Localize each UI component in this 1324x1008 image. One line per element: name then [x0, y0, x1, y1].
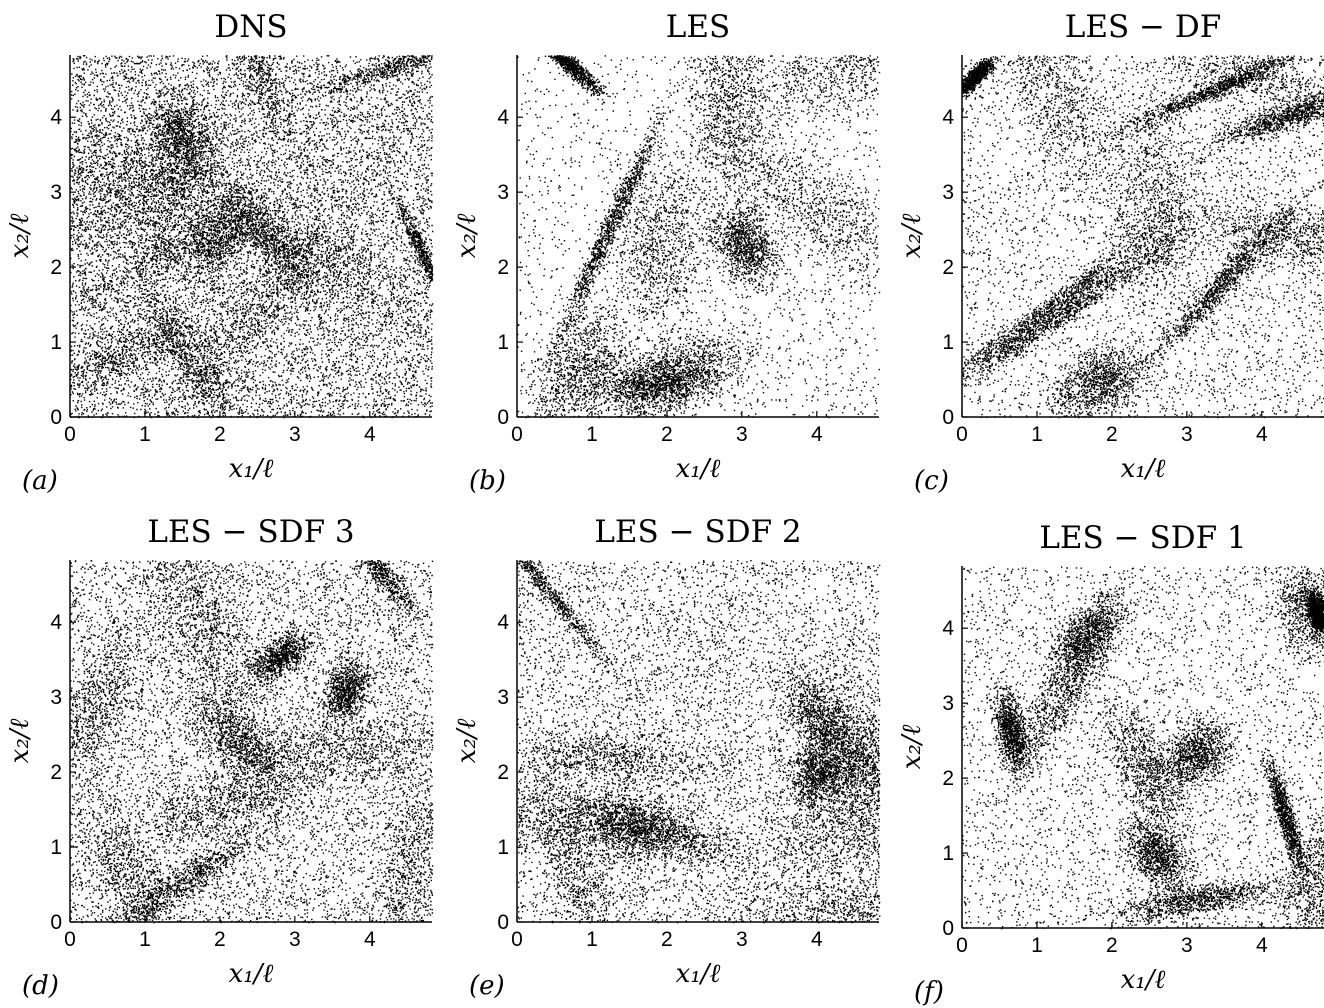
x-tick-label: 3 [736, 423, 748, 446]
x-tick-label: 1 [586, 423, 598, 446]
panel-letter: (c) [914, 466, 949, 496]
x-tick-label: 3 [289, 423, 301, 446]
y-axis-label: x₂/ℓ [897, 213, 927, 258]
x-tick-label: 0 [511, 928, 523, 951]
x-tick-label: 2 [1106, 934, 1118, 957]
x-axis-label: x₁/ℓ [1121, 454, 1166, 484]
scatter-points [517, 560, 881, 924]
panel-f: LES − SDF 1 0 1 2 3 4 0 1 2 3 4 x₁/ℓ x₂/ℓ (f) [897, 520, 1324, 1007]
x-axis-label: x₁/ℓ [676, 959, 721, 989]
x-tick-label: 0 [511, 423, 523, 446]
x-axis-label: x₁/ℓ [229, 959, 274, 989]
y-tick-label: 0 [497, 911, 509, 934]
y-tick-label: 3 [497, 181, 509, 204]
panel-title: LES − SDF 2 [594, 514, 801, 550]
scatter-points [962, 566, 1324, 930]
panel-d: LES − SDF 3 0 1 2 3 4 0 1 2 3 4 x₁/ℓ x₂/ℓ (d) [5, 514, 434, 1001]
y-tick-label: 4 [942, 106, 954, 129]
y-tick-label: 0 [942, 406, 954, 429]
y-axis-label: x₂/ℓ [897, 724, 927, 769]
scatter-points [517, 55, 881, 419]
y-tick-label: 0 [942, 917, 954, 940]
y-tick-label: 2 [50, 761, 62, 784]
y-tick-label: 4 [942, 617, 954, 640]
y-tick-label: 2 [942, 767, 954, 790]
y-tick-label: 4 [50, 611, 62, 634]
panel-letter: (a) [22, 466, 58, 496]
y-tick-label: 3 [50, 686, 62, 709]
y-axis-label: x₂/ℓ [452, 213, 482, 258]
panel-title: LES − SDF 3 [147, 514, 354, 550]
scatter-points [70, 560, 434, 924]
x-tick-label: 1 [139, 928, 151, 951]
y-tick-label: 0 [50, 911, 62, 934]
panel-e: LES − SDF 2 0 1 2 3 4 0 1 2 3 4 x₁/ℓ x₂/ℓ (e) [452, 514, 881, 1001]
y-tick-label: 2 [50, 256, 62, 279]
y-tick-label: 1 [942, 331, 954, 354]
y-tick-label: 3 [942, 181, 954, 204]
x-axis-label: x₁/ℓ [1121, 965, 1166, 995]
x-axis-label: x₁/ℓ [676, 454, 721, 484]
x-tick-label: 4 [364, 928, 376, 951]
panel-title: DNS [214, 9, 287, 45]
x-tick-label: 2 [214, 928, 226, 951]
y-axis-label: x₂/ℓ [5, 213, 35, 258]
x-tick-label: 4 [1256, 934, 1268, 957]
y-tick-label: 2 [942, 256, 954, 279]
y-tick-label: 3 [942, 692, 954, 715]
y-axis-label: x₂/ℓ [5, 718, 35, 763]
panel-b: LES 0 1 2 3 4 0 1 2 3 4 x₁/ℓ x₂/ℓ (b) [452, 9, 881, 496]
y-tick-label: 4 [50, 106, 62, 129]
x-tick-label: 3 [736, 928, 748, 951]
x-tick-label: 4 [364, 423, 376, 446]
scatter-points [70, 55, 434, 419]
y-tick-label: 1 [497, 331, 509, 354]
x-tick-label: 3 [1181, 423, 1193, 446]
x-tick-label: 3 [1181, 934, 1193, 957]
panel-letter: (e) [469, 971, 505, 1001]
y-tick-label: 1 [50, 331, 62, 354]
x-tick-label: 1 [139, 423, 151, 446]
y-tick-label: 1 [50, 836, 62, 859]
x-tick-label: 4 [1256, 423, 1268, 446]
panel-a: DNS 0 1 2 3 4 0 1 2 3 4 x₁/ℓ x₂/ℓ (a) [5, 9, 434, 496]
scatter-points [962, 55, 1324, 419]
x-tick-label: 2 [661, 928, 673, 951]
x-tick-label: 0 [956, 934, 968, 957]
y-tick-label: 2 [497, 761, 509, 784]
y-tick-label: 1 [497, 836, 509, 859]
panel-letter: (b) [469, 466, 506, 496]
panel-letter: (d) [22, 971, 59, 1001]
x-tick-label: 4 [811, 928, 823, 951]
x-tick-label: 1 [1031, 934, 1043, 957]
x-tick-label: 3 [289, 928, 301, 951]
panel-c: LES − DF 0 1 2 3 4 0 1 2 3 4 x₁/ℓ x₂/ℓ (c) [897, 9, 1324, 496]
y-axis-label: x₂/ℓ [452, 718, 482, 763]
y-tick-label: 3 [497, 686, 509, 709]
x-tick-label: 1 [586, 928, 598, 951]
y-tick-label: 3 [50, 181, 62, 204]
x-tick-label: 0 [64, 423, 76, 446]
x-tick-label: 1 [1031, 423, 1043, 446]
y-tick-label: 0 [50, 406, 62, 429]
panel-letter: (f) [914, 977, 944, 1007]
y-tick-label: 0 [497, 406, 509, 429]
panel-title: LES − DF [1065, 9, 1222, 45]
x-tick-label: 0 [956, 423, 968, 446]
y-tick-label: 4 [497, 611, 509, 634]
y-tick-label: 4 [497, 106, 509, 129]
x-tick-label: 2 [661, 423, 673, 446]
x-tick-label: 2 [214, 423, 226, 446]
panel-title: LES − SDF 1 [1039, 520, 1246, 556]
x-tick-label: 4 [811, 423, 823, 446]
x-axis-label: x₁/ℓ [229, 454, 274, 484]
x-tick-label: 0 [64, 928, 76, 951]
x-tick-label: 2 [1106, 423, 1118, 446]
panel-title: LES [666, 9, 730, 45]
y-tick-label: 2 [497, 256, 509, 279]
y-tick-label: 1 [942, 842, 954, 865]
